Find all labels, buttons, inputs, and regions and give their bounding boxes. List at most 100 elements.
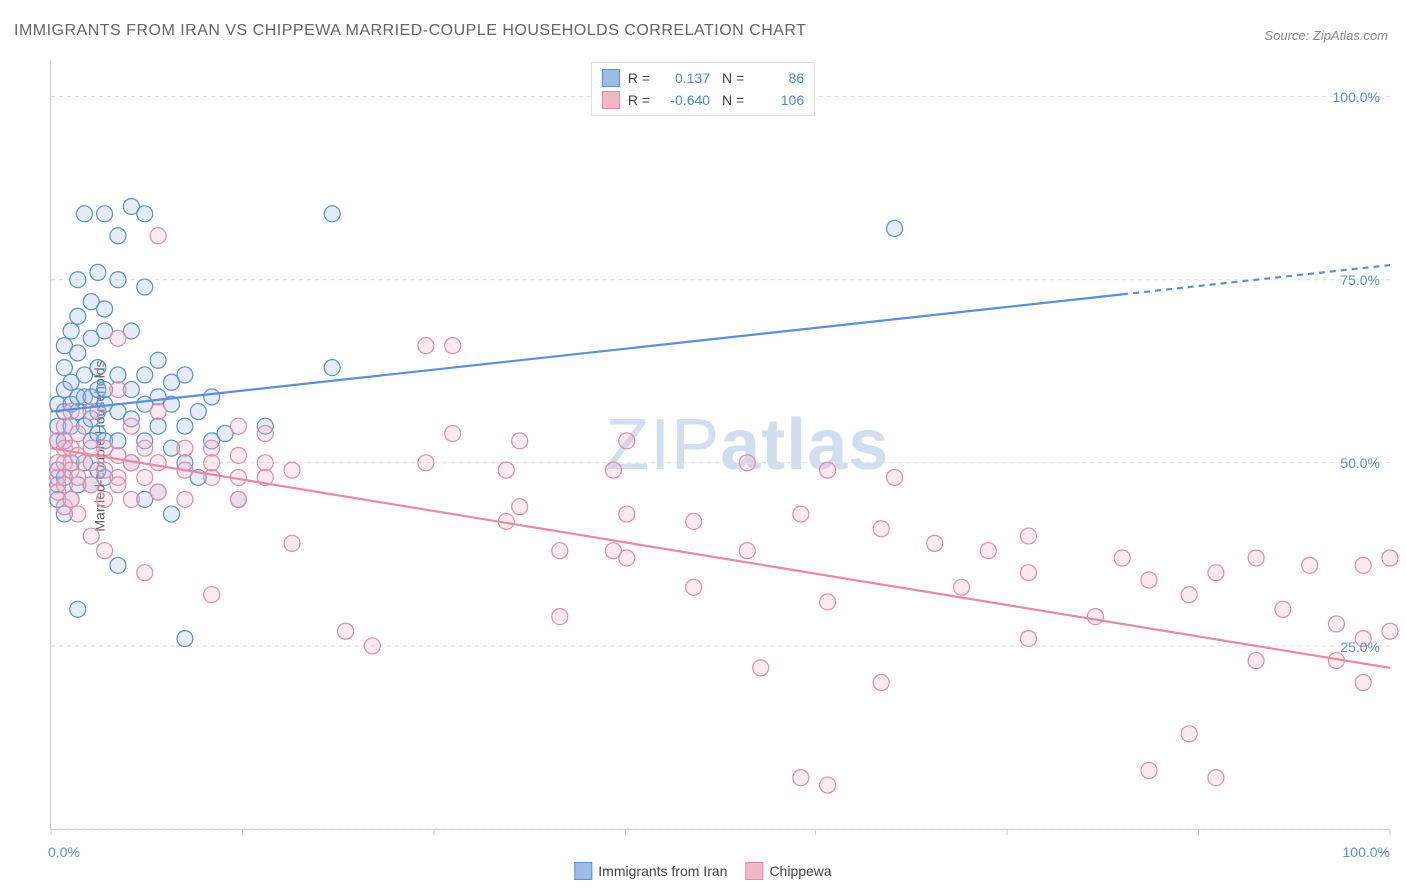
data-point [110,228,126,244]
data-point [739,543,755,559]
data-point [619,506,635,522]
stat-label-r: R = [628,70,650,86]
data-point [1382,550,1398,566]
data-point [137,469,153,485]
data-point [137,206,153,222]
data-point [820,594,836,610]
data-point [1355,675,1371,691]
data-point [97,491,113,507]
data-point [76,206,92,222]
swatch-series-2 [602,91,620,109]
data-point [150,418,166,434]
data-point [1328,616,1344,632]
x-axis-max-label: 100.0% [1343,844,1390,860]
data-point [110,557,126,573]
data-point [284,535,300,551]
data-point [83,528,99,544]
data-point [1141,762,1157,778]
data-point [204,389,220,405]
y-tick-label: 100.0% [1333,89,1380,105]
chart-title: IMMIGRANTS FROM IRAN VS CHIPPEWA MARRIED… [14,22,806,40]
chart-svg [51,60,1390,829]
data-point [1208,565,1224,581]
data-point [257,426,273,442]
data-point [137,565,153,581]
legend-label: Immigrants from Iran [598,863,727,879]
legend-swatch [574,862,592,880]
data-point [498,462,514,478]
data-point [1302,557,1318,573]
data-point [63,491,79,507]
trend-line [51,448,1390,668]
data-point [150,484,166,500]
data-point [927,535,943,551]
data-point [753,660,769,676]
data-point [418,338,434,354]
data-point [70,601,86,617]
trend-line [51,294,1122,411]
data-point [512,499,528,515]
stat-value-n-1: 86 [752,70,804,86]
data-point [1382,623,1398,639]
data-point [980,543,996,559]
data-point [338,623,354,639]
data-point [70,308,86,324]
data-point [364,638,380,654]
data-point [177,491,193,507]
stat-value-r-2: -0.640 [658,92,710,108]
data-point [204,587,220,603]
data-point [257,455,273,471]
data-point [230,418,246,434]
stat-label-n: N = [718,70,744,86]
data-point [820,777,836,793]
data-point [873,521,889,537]
data-point [793,506,809,522]
y-tick-label: 75.0% [1340,272,1380,288]
data-point [1275,601,1291,617]
data-point [63,404,79,420]
data-point [887,220,903,236]
data-point [445,426,461,442]
data-point [204,440,220,456]
data-point [204,469,220,485]
data-point [1248,550,1264,566]
data-point [150,352,166,368]
legend-item: Immigrants from Iran [574,862,727,880]
data-point [552,609,568,625]
data-point [873,675,889,691]
data-point [110,330,126,346]
data-point [619,550,635,566]
data-point [793,770,809,786]
stat-value-n-2: 106 [752,92,804,108]
data-point [97,543,113,559]
data-point [150,404,166,420]
data-point [164,506,180,522]
data-point [110,367,126,383]
source-attribution: Source: ZipAtlas.com [1264,28,1388,43]
data-point [1181,726,1197,742]
x-axis-min-label: 0.0% [48,844,80,860]
data-point [284,462,300,478]
data-point [552,543,568,559]
data-point [1181,587,1197,603]
data-point [418,455,434,471]
data-point [512,433,528,449]
data-point [110,382,126,398]
data-point [177,440,193,456]
data-point [230,447,246,463]
data-point [1248,653,1264,669]
data-point [63,323,79,339]
legend-item: Chippewa [745,862,831,880]
data-point [150,455,166,471]
data-point [177,367,193,383]
data-point [1141,572,1157,588]
data-point [954,579,970,595]
data-point [90,360,106,376]
stat-label-n: N = [718,92,744,108]
data-point [123,418,139,434]
data-point [445,338,461,354]
series-legend: Immigrants from Iran Chippewa [574,862,831,880]
data-point [204,455,220,471]
data-point [110,477,126,493]
data-point [1020,528,1036,544]
